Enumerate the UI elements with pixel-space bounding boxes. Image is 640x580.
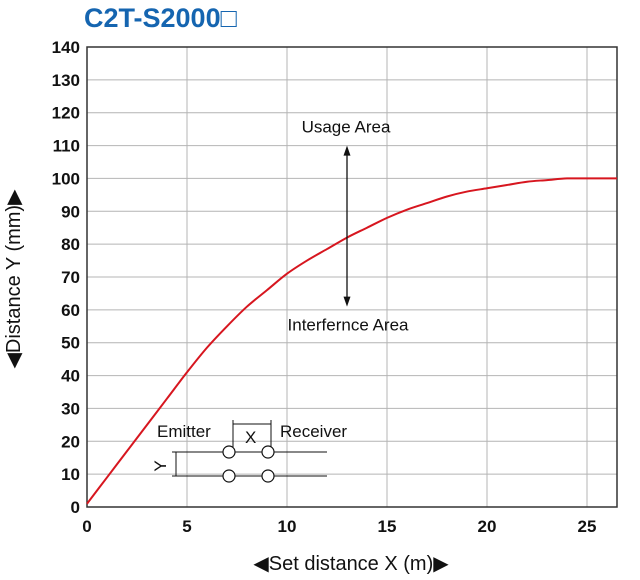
y-tick-label: 30 <box>61 399 80 418</box>
y-tick-label: 80 <box>61 235 80 254</box>
series-line <box>86 177 617 505</box>
receiver-bottom-circle <box>261 469 275 483</box>
y-tick-label: 10 <box>61 465 80 484</box>
y-tick-label: 130 <box>52 71 80 90</box>
y-tick-labels: 0 10 20 30 40 50 60 70 80 90 100 110 120 130 140 <box>52 38 80 517</box>
x-tick-label: 0 <box>82 517 91 536</box>
y-tick-label: 0 <box>71 498 80 517</box>
y-tick-label: 50 <box>61 334 80 353</box>
interference-area-label: Interfernce Area <box>288 316 410 335</box>
area-annotation: Usage Area Interfernce Area <box>288 118 410 335</box>
y-tick-label: 90 <box>61 202 80 221</box>
y-tick-label: 20 <box>61 432 80 451</box>
x-tick-labels: 0 5 10 15 20 25 <box>82 517 596 536</box>
arrow-up-icon <box>343 145 351 156</box>
emitter-top-circle <box>222 445 236 459</box>
y-axis-label: ◀Distance Y (mm)▶ <box>3 189 25 369</box>
y-tick-label: 110 <box>53 137 80 156</box>
inset-y-label: Y <box>151 460 170 471</box>
y-tick-label: 60 <box>61 301 80 320</box>
x-tick-label: 15 <box>378 517 397 536</box>
series-layer <box>86 177 617 505</box>
grid <box>86 46 617 508</box>
x-axis-label: ◀Set distance X (m)▶ <box>253 553 449 575</box>
y-tick-label: 70 <box>61 268 80 287</box>
usage-area-label: Usage Area <box>302 118 391 137</box>
chart-title: C2T-S2000□ <box>84 3 238 33</box>
sensor-inset-diagram: Emitter Receiver X Y <box>151 420 347 483</box>
x-tick-label: 25 <box>578 517 597 536</box>
receiver-top-circle <box>261 445 275 459</box>
y-tick-label: 40 <box>61 367 80 386</box>
emitter-label: Emitter <box>157 422 211 441</box>
x-tick-label: 10 <box>278 517 297 536</box>
arrow-down-icon <box>343 296 351 307</box>
inset-x-label: X <box>245 428 256 447</box>
y-tick-label: 100 <box>52 169 80 188</box>
plot-frame <box>86 46 618 508</box>
x-tick-label: 5 <box>182 517 191 536</box>
x-tick-label: 20 <box>478 517 497 536</box>
emitter-bottom-circle <box>222 469 236 483</box>
y-tick-label: 120 <box>52 104 80 123</box>
receiver-label: Receiver <box>280 422 347 441</box>
y-tick-label: 140 <box>52 38 80 57</box>
